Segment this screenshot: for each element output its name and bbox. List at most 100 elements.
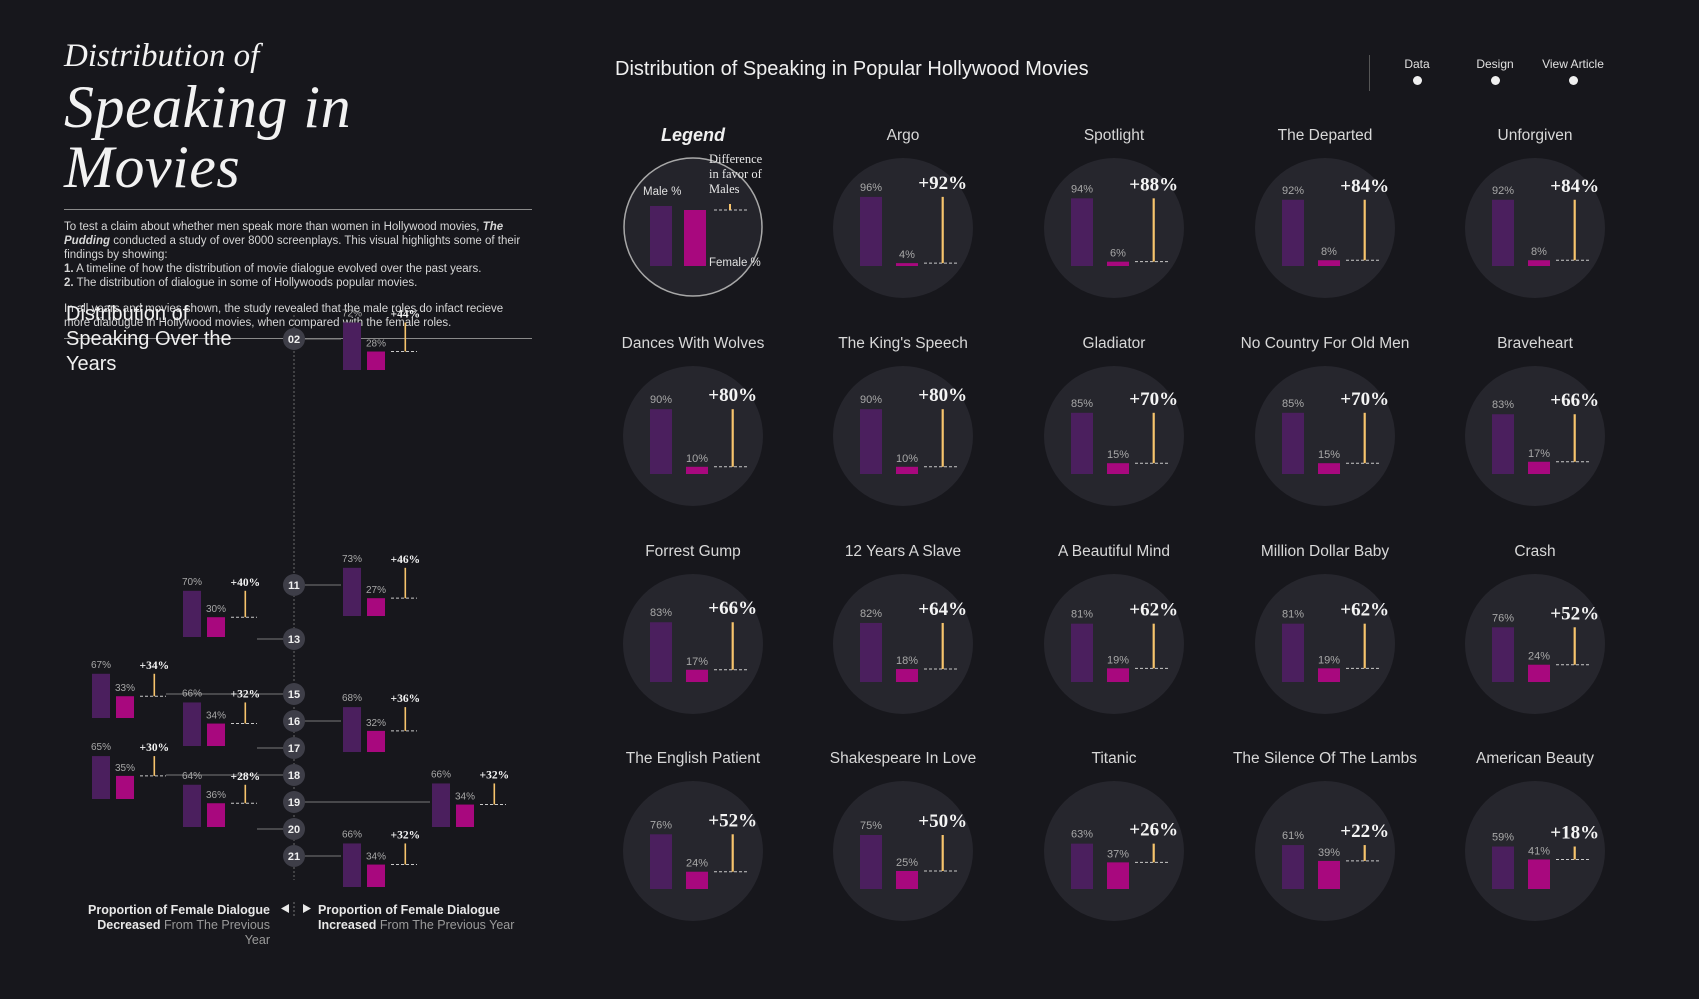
male-bar (650, 622, 672, 682)
male-pct-label: 85% (1282, 398, 1304, 410)
female-bar (207, 723, 225, 746)
year-label: 02 (288, 334, 300, 346)
difference-label: +84% (1550, 176, 1599, 197)
female-bar (1528, 664, 1550, 682)
male-pct-label: 66% (342, 829, 362, 840)
difference-label: +40% (231, 577, 261, 589)
male-pct-label: 61% (1282, 830, 1304, 842)
male-pct-label: 94% (1071, 183, 1093, 195)
male-pct-label: 85% (1071, 398, 1093, 410)
female-pct-label: 19% (1107, 654, 1129, 666)
nav-data-link[interactable]: Data (1377, 57, 1457, 85)
male-bar (1071, 623, 1093, 682)
male-bar (1282, 845, 1304, 889)
female-pct-label: 25% (896, 857, 918, 869)
movie-circle (833, 781, 973, 921)
movie-title: Crash (1514, 543, 1555, 560)
male-bar (343, 707, 361, 752)
female-bar (686, 871, 708, 889)
year-marker (283, 737, 305, 759)
male-pct-label: 65% (91, 742, 111, 753)
legend-difference-label: in favor of (709, 167, 763, 181)
female-pct-label: 36% (206, 790, 226, 801)
movie-circle (1255, 574, 1395, 714)
male-pct-label: 96% (860, 182, 882, 194)
male-bar (1492, 846, 1514, 889)
male-pct-label: 59% (1492, 832, 1514, 844)
male-pct-label: 81% (1282, 609, 1304, 621)
difference-label: +84% (1340, 176, 1389, 197)
male-pct-label: 75% (860, 820, 882, 832)
legend-male-label: Male % (643, 186, 681, 198)
difference-label: +36% (391, 693, 421, 705)
movie-title: Braveheart (1497, 335, 1574, 352)
male-bar (1071, 198, 1093, 266)
year-marker (283, 845, 305, 867)
male-bar (343, 322, 361, 370)
female-pct-label: 37% (1107, 848, 1129, 860)
movie-title: Spotlight (1084, 127, 1145, 144)
movie-circle (1044, 366, 1184, 506)
male-pct-label: 92% (1282, 185, 1304, 197)
female-bar (1318, 860, 1340, 889)
year-marker (283, 574, 305, 596)
axis-label-increased: Proportion of Female Dialogue Increased … (318, 903, 515, 932)
axis-arrows (281, 902, 311, 916)
male-bar (650, 409, 672, 474)
male-bar (860, 622, 882, 682)
female-bar (896, 871, 918, 889)
male-pct-label: 68% (342, 693, 362, 704)
year-marker (283, 710, 305, 732)
nav-dot-icon (1490, 76, 1500, 85)
movie-circle (623, 574, 763, 714)
page-title-line1: Distribution of (64, 38, 260, 74)
difference-label: +88% (1129, 174, 1178, 195)
difference-label: +28% (231, 771, 261, 783)
female-bar (367, 598, 385, 616)
year-label: 18 (288, 770, 300, 782)
difference-label: +34% (140, 660, 170, 672)
movies-chart-title: Distribution of Speaking in Popular Holl… (615, 58, 1089, 80)
male-bar (1282, 623, 1304, 682)
female-pct-label: 4% (899, 249, 915, 261)
male-bar (1071, 412, 1093, 474)
timeline-title: Distribution of Speaking Over the Years (66, 303, 232, 375)
female-bar (1318, 463, 1340, 474)
movie-circle (623, 781, 763, 921)
male-pct-label: 63% (1071, 829, 1093, 841)
movie-title: Gladiator (1083, 335, 1146, 352)
difference-label: +70% (1340, 389, 1389, 410)
female-pct-label: 15% (1318, 449, 1340, 461)
movie-circle (1465, 574, 1605, 714)
difference-label: +22% (1340, 821, 1389, 842)
nav-article-link[interactable]: View Article (1533, 57, 1613, 85)
male-pct-label: 66% (431, 769, 451, 780)
difference-label: +66% (708, 598, 757, 619)
legend-title: Legend (661, 125, 726, 145)
movie-title: Forrest Gump (645, 543, 741, 560)
difference-label: +32% (231, 688, 261, 700)
female-pct-label: 15% (1107, 449, 1129, 461)
female-pct-label: 24% (1528, 651, 1550, 663)
female-pct-label: 32% (366, 718, 386, 729)
legend-male-bar (650, 206, 672, 266)
male-bar (1492, 199, 1514, 266)
female-bar (367, 864, 385, 887)
male-pct-label: 83% (1492, 399, 1514, 411)
male-bar (1282, 412, 1304, 474)
male-bar (92, 756, 110, 799)
female-pct-label: 10% (686, 453, 708, 465)
nav-design-link[interactable]: Design (1455, 57, 1535, 85)
movie-circle (1465, 366, 1605, 506)
movie-title: A Beautiful Mind (1058, 543, 1170, 560)
year-label: 17 (288, 743, 300, 755)
female-pct-label: 30% (206, 604, 226, 615)
movie-title: The King's Speech (838, 335, 968, 352)
female-pct-label: 34% (206, 711, 226, 722)
male-bar (1492, 627, 1514, 682)
male-bar (92, 673, 110, 718)
difference-label: +44% (391, 308, 421, 320)
male-bar (860, 196, 882, 266)
difference-label: +18% (1550, 823, 1599, 844)
